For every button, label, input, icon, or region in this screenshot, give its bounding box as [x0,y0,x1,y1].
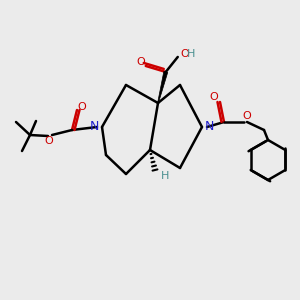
Polygon shape [158,71,168,103]
Text: O: O [210,92,218,102]
Text: N: N [205,121,214,134]
Text: O: O [243,111,251,121]
Text: O: O [136,57,145,67]
Text: H: H [187,49,195,59]
Text: H: H [161,171,169,181]
Text: N: N [90,121,99,134]
Text: O: O [181,49,190,59]
Text: O: O [45,136,53,146]
Text: O: O [78,102,86,112]
